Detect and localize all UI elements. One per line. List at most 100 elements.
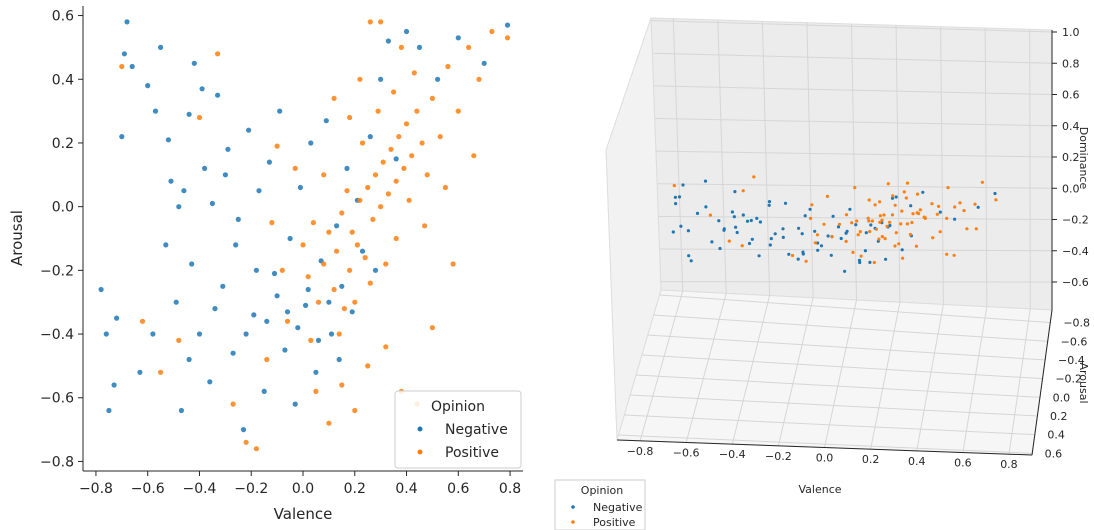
- y-tick-label-3d: −0.8: [1063, 317, 1090, 330]
- point3d-negative-32: [801, 252, 805, 256]
- x-tick-label: −0.2: [234, 481, 268, 497]
- point-positive-16: [315, 299, 322, 305]
- point-negative-80: [315, 337, 322, 343]
- legend-label-positive: Positive: [445, 445, 499, 461]
- point-negative-72: [233, 242, 239, 248]
- point3d-negative-35: [803, 214, 807, 218]
- point-negative-26: [220, 283, 226, 289]
- point3d-negative-68: [750, 237, 754, 241]
- y-tick-label-3d: −0.6: [1061, 335, 1088, 348]
- point-positive-54: [313, 388, 319, 394]
- y-tick-label: 0.2: [52, 136, 74, 152]
- point3d-negative-72: [781, 227, 785, 231]
- point3d-positive-38: [915, 192, 920, 196]
- point3d-negative-18: [732, 215, 736, 219]
- grid-line: [636, 374, 1041, 398]
- point3d-positive-42: [937, 204, 941, 208]
- point-negative-24: [209, 200, 215, 207]
- point3d-positive-64: [853, 186, 857, 190]
- grid-line: [618, 434, 1033, 454]
- point3d-positive-60: [931, 236, 935, 240]
- point3d-negative-15: [735, 230, 739, 235]
- point3d-negative-27: [767, 200, 772, 204]
- point-negative-22: [202, 165, 208, 171]
- point-positive-59: [383, 344, 389, 350]
- point-negative-18: [186, 111, 192, 117]
- point-positive-17: [321, 261, 327, 267]
- point3d-negative-40: [843, 269, 847, 273]
- point3d-positive-14: [844, 239, 848, 243]
- point-negative-37: [277, 108, 283, 114]
- point3d-negative-43: [836, 225, 841, 229]
- point-positive-73: [308, 337, 314, 343]
- x-tick-label: −0.6: [131, 481, 165, 497]
- z-tick-label-3d: 0.6: [1062, 89, 1080, 102]
- point-positive-44: [437, 134, 443, 140]
- x-tick-label: 0.6: [447, 481, 469, 497]
- point3d-positive-25: [883, 237, 887, 241]
- legend-marker-positive: [417, 449, 423, 455]
- point3d-negative-41: [831, 214, 835, 218]
- grid-line: [870, 302, 901, 450]
- point-negative-43: [308, 140, 314, 146]
- point-negative-49: [339, 283, 345, 289]
- x-tick-label: −0.4: [182, 481, 216, 497]
- point-positive-55: [326, 420, 332, 426]
- scatter-2d-points: [98, 19, 511, 452]
- point3d-positive-62: [952, 253, 956, 257]
- point3d-positive-71: [915, 211, 919, 215]
- point3d-positive-63: [867, 198, 871, 202]
- point-negative-54: [367, 134, 373, 140]
- point3d-positive-6: [790, 253, 795, 258]
- point3d-negative-11: [704, 205, 708, 209]
- legend-label-negative: Negative: [445, 422, 508, 438]
- legend-frame-3d: [554, 479, 646, 530]
- point-positive-0: [119, 63, 125, 70]
- x-tick-label-3d: 0.8: [1000, 458, 1018, 471]
- point-negative-17: [181, 188, 187, 194]
- point-positive-10: [274, 143, 280, 149]
- grid-line: [647, 334, 1047, 361]
- point-positive-22: [341, 306, 347, 312]
- point-negative-10: [145, 83, 151, 89]
- point-positive-18: [326, 229, 332, 235]
- x-tick-label-3d: 0.6: [954, 457, 972, 470]
- y-tick-label: 0.0: [52, 200, 74, 216]
- point-positive-27: [362, 255, 368, 261]
- point3d-negative-63: [976, 205, 980, 209]
- point3d-negative-65: [718, 246, 722, 251]
- point-negative-16: [178, 407, 184, 414]
- point-negative-56: [378, 76, 384, 82]
- point3d-negative-61: [938, 210, 942, 214]
- grid-lines: [618, 18, 1053, 455]
- grid-line: [652, 52, 1053, 64]
- point3d-positive-17: [856, 233, 860, 237]
- grid-line: [651, 20, 1053, 33]
- point3d-negative-3: [689, 259, 693, 263]
- point3d-negative-51: [884, 257, 888, 261]
- point-negative-63: [481, 60, 487, 66]
- point-positive-29: [370, 216, 376, 222]
- y-ticks-3d: −0.8 −0.6 −0.4 −0.2 0.0 0.2 0.4 0.6: [1045, 317, 1090, 461]
- point-positive-35: [393, 178, 399, 184]
- point3d-positive-35: [911, 212, 915, 216]
- grid-line: [916, 304, 944, 451]
- z-tick-label-3d: 0.8: [1062, 57, 1080, 70]
- point-negative-9: [137, 369, 143, 375]
- x-tick-label: 0.2: [344, 481, 366, 497]
- point-negative-77: [284, 309, 291, 315]
- y-axis-line-3d: [1031, 309, 1053, 456]
- point3d-negative-7: [673, 195, 678, 199]
- point3d-negative-14: [722, 228, 726, 232]
- point-negative-11: [152, 108, 159, 114]
- x-tick-label: −0.8: [79, 481, 113, 497]
- point-negative-75: [264, 318, 270, 324]
- point-positive-79: [391, 89, 397, 95]
- point3d-positive-69: [897, 242, 901, 246]
- point-negative-7: [124, 19, 130, 25]
- point-positive-2: [158, 369, 164, 375]
- point-negative-19: [189, 261, 195, 267]
- point3d-negative-39: [826, 234, 830, 238]
- point3d-positive-56: [880, 235, 884, 239]
